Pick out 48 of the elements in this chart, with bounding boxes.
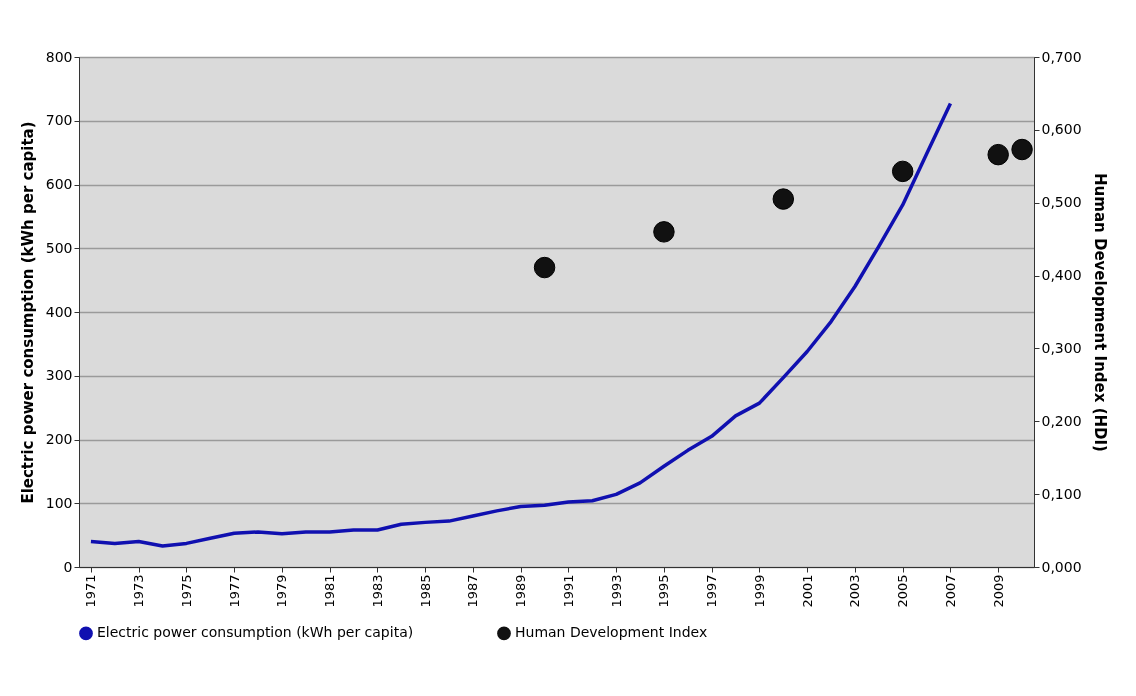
x-tick-label: 1981 [322,574,338,608]
y2-tick-label: 0,500 [1041,194,1082,211]
x-tick-label: 2001 [799,574,815,608]
y-tick-label: 100 [45,494,73,511]
y2-tick-label: 0,700 [1041,48,1082,65]
y-tick-label: 800 [45,48,73,65]
legend-label: Human Development Index [515,624,708,641]
x-tick-label: 1979 [274,574,290,608]
x-tick-label: 1973 [131,574,147,608]
x-tick-label: 1999 [751,574,767,608]
legend-label: Electric power consumption (kWh per capita) [97,624,414,641]
y-tick-label: 0 [63,558,73,575]
y2-tick-label: 0,300 [1041,339,1082,356]
x-tick-label: 1977 [226,574,242,608]
y-axis-title: Electric power consumption (kWh per capita) [18,121,37,504]
x-tick-label: 2009 [990,574,1006,608]
y2-axis-title: Human Development Index (HDI) [1090,173,1109,452]
x-tick-label: 1993 [608,574,624,608]
y-tick-label: 400 [45,303,73,320]
point [533,256,556,279]
x-tick-label: 2003 [847,574,863,608]
point [1011,138,1033,161]
y2-tick-label: 0,000 [1041,558,1082,575]
point [891,160,914,183]
x-tick-label: 1991 [560,574,576,608]
y2-tick-label: 0,400 [1041,267,1082,284]
y2-tick-label: 0,600 [1041,121,1082,138]
y2-tick-label: 0,200 [1041,412,1082,429]
x-tick-label: 1983 [369,574,385,608]
x-tick-label: 1989 [513,574,529,608]
x-tick-label: 1975 [178,574,194,608]
line-series [89,101,953,548]
x-tick-label: 1997 [704,574,720,608]
y-tick-label: 600 [45,176,73,192]
y-tick-label: 300 [45,367,73,384]
x-tick-label: 1987 [465,574,481,608]
y-tick-label: 200 [45,431,73,447]
point [653,221,675,243]
y-tick-label: 500 [45,239,73,256]
y2-tick-label: 0,100 [1041,485,1082,502]
x-tick-label: 2007 [942,574,958,608]
x-tick-label: 1995 [656,574,672,608]
x-tick-label: 2005 [895,574,911,608]
x-tick-label: 1971 [83,574,99,608]
y-tick-label: 700 [45,112,73,129]
point [987,143,1009,166]
x-tick-label: 1985 [417,574,433,608]
point [772,188,795,210]
